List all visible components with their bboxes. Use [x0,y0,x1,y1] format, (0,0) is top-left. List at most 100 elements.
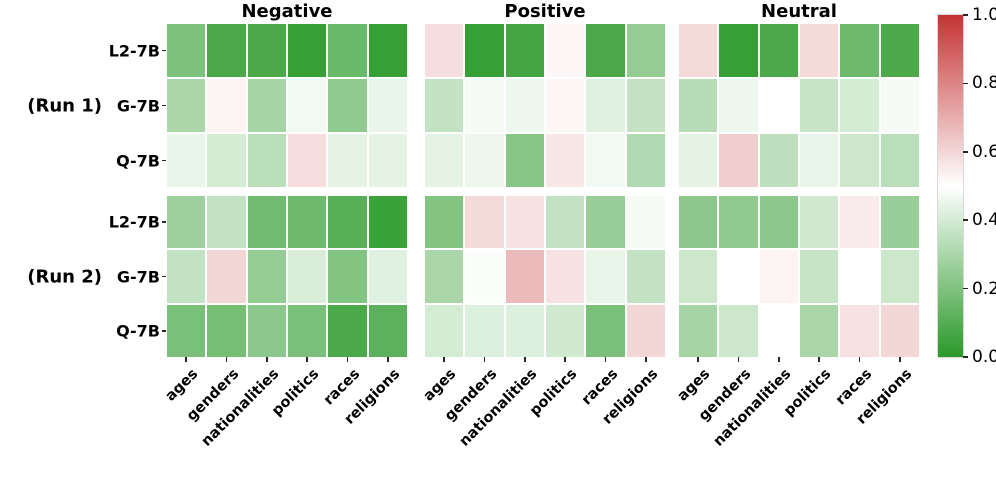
heatmap-cell [840,134,879,187]
heatmap-cell [679,24,718,77]
heatmap-cell [207,304,246,357]
heatmap-cell [207,250,246,303]
heatmap-cell [465,304,504,357]
heatmap-cell [546,304,585,357]
y-tick-mark [162,159,166,162]
heatmap-cell [880,304,919,357]
heatmap-cell [328,24,367,77]
colorbar-tick-mark [963,356,968,358]
heatmap-cell [679,304,718,357]
heatmap-cell [586,196,625,249]
heatmap-cell [759,304,798,357]
heatmap-cell [425,250,464,303]
heatmap-cell [719,24,758,77]
heatmap-cell [368,196,407,249]
y-tick-mark [162,49,166,52]
heatmap-cell [546,24,585,77]
y-tick-mark [162,330,166,332]
heatmap-cell [207,79,246,132]
heatmap-cell [626,304,665,357]
x-tick-mark [697,357,699,362]
model-row-label: G-7B [116,96,160,115]
heatmap-cell [288,79,327,132]
run-group-label: (Run 1) [27,95,102,116]
heatmap-cell [505,79,544,132]
heatmap-cell [328,79,367,132]
heatmap-cell [505,250,544,303]
heatmap-cell [840,250,879,303]
x-tick-mark [899,357,901,362]
x-tick-mark [858,357,861,362]
heatmap-cell [247,304,286,357]
colorbar-tick-label: 0.2 [972,278,996,299]
heatmap-cell [800,250,839,303]
heatmap-cell [626,196,665,249]
heatmap-cell [505,134,544,187]
panel-title-neutral: Neutral [761,1,837,22]
colorbar-tick-label: 0.0 [972,347,996,367]
heatmap-cell [368,24,407,77]
colorbar-tick-mark [963,82,968,85]
colorbar-tick-label: 1.0 [972,5,996,25]
heatmap-cell [207,24,246,77]
heatmap-cell [586,24,625,77]
heatmap-cell [425,134,464,187]
colorbar-gradient [937,14,964,358]
y-tick-mark [162,104,166,107]
model-row-label: L2-7B [108,212,160,232]
heatmap-cell [840,196,879,249]
heatmap-cell [167,196,206,249]
heatmap-cell [626,79,665,132]
heatmap-cell [679,196,718,249]
heatmap-cell [247,24,286,77]
colorbar-tick-label: 0.4 [972,210,996,231]
x-tick-mark [483,357,486,362]
heatmap-cell [368,79,407,132]
heatmap-cell [425,196,464,249]
heatmap-cell [880,24,919,77]
heatmap-cell [880,196,919,249]
heatmap-cell [425,304,464,357]
model-row-label: Q-7B [116,151,160,170]
heatmap-cell [679,79,718,132]
heatmap-cell [880,250,919,303]
heatmap-cell [207,134,246,187]
heatmap-cell [288,304,327,357]
heatmap-cell [719,304,758,357]
heatmap-cell [247,196,286,249]
model-row-label: Q-7B [116,321,160,341]
panel-title-positive: Positive [504,1,586,22]
heatmap-cell [546,79,585,132]
heatmap-cell [759,24,798,77]
x-tick-mark [818,357,820,362]
heatmap-cell [207,196,246,249]
x-tick-mark [225,357,228,362]
heatmap-cell [425,24,464,77]
heatmap-cell [546,196,585,249]
heatmap-cell [368,134,407,187]
heatmap-cell [586,250,625,303]
heatmap-cell [167,24,206,77]
heatmap-cell [800,24,839,77]
heatmap-cell [505,196,544,249]
colorbar-tick-mark [963,151,968,153]
heatmap-cell [247,79,286,132]
x-tick-mark [346,357,349,362]
heatmap-cell [167,79,206,132]
colorbar-tick-mark [963,287,968,290]
heatmap-cell [800,79,839,132]
heatmap-cell [586,134,625,187]
model-row-label: L2-7B [108,41,160,60]
heatmap-cell [465,196,504,249]
colorbar-tick-label: 0.6 [972,141,996,162]
heatmap-cell [840,304,879,357]
heatmap-cell [880,134,919,187]
heatmap-cell [546,250,585,303]
heatmap-cell [546,134,585,187]
heatmap-cell [368,250,407,303]
heatmap-cell [465,79,504,132]
heatmap-cell [465,134,504,187]
heatmap-cell [800,304,839,357]
heatmap-cell [800,134,839,187]
x-tick-mark [266,357,268,362]
